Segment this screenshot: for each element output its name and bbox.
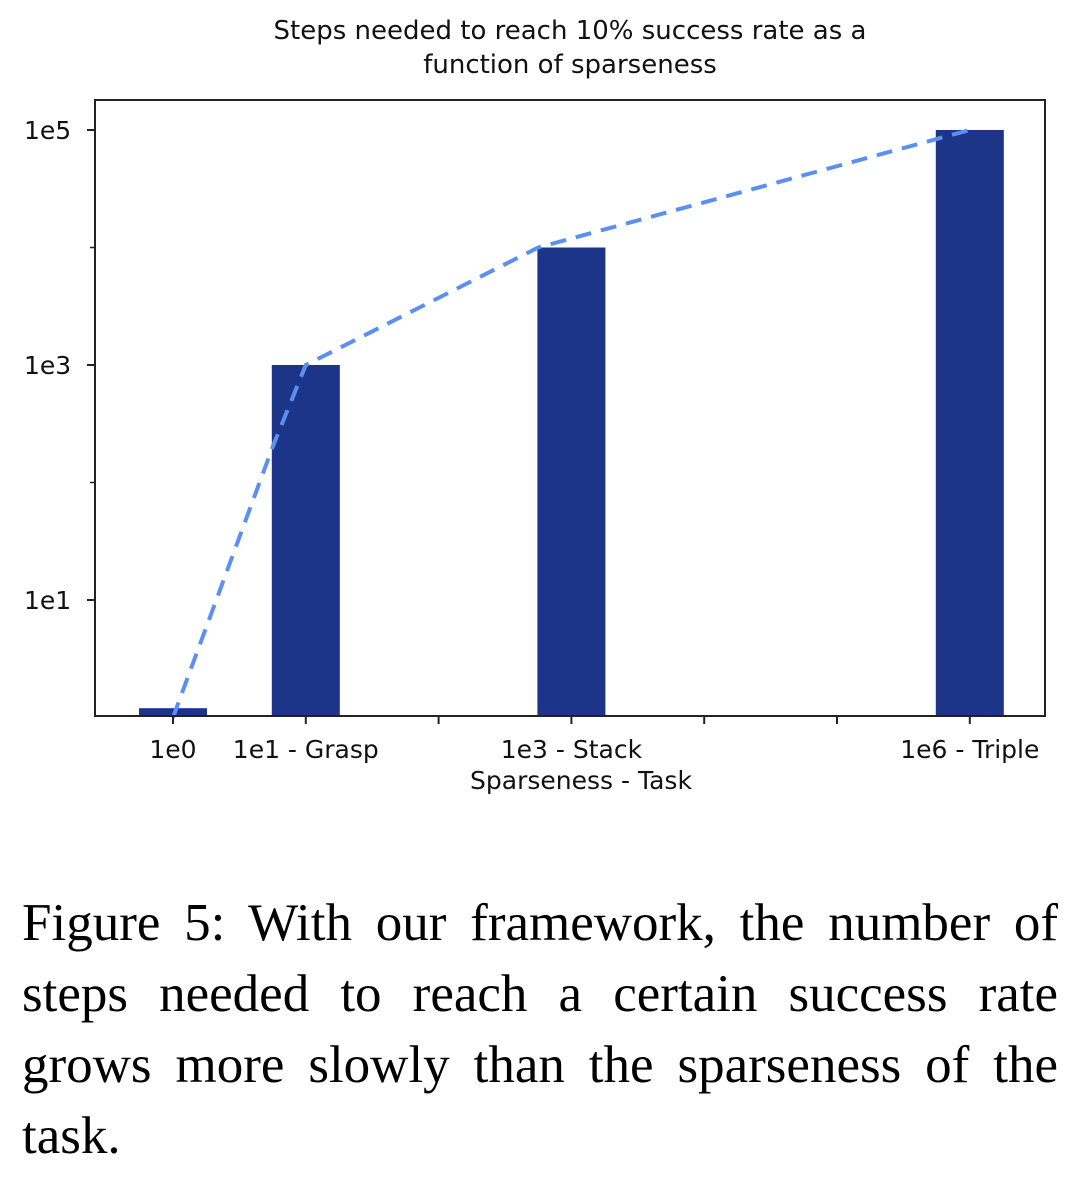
plot-frame [94, 99, 1046, 717]
x-axis: 1e0 1e1 - Grasp 1e3 - Stack 1e6 - Triple [149, 716, 1039, 764]
x-tick-label-3: 1e6 - Triple [900, 735, 1039, 764]
figure-caption: Figure 5: With our framework, the number… [22, 894, 1058, 1165]
x-tick-label-2: 1e3 - Stack [501, 735, 643, 764]
chart-title-line-1: Steps needed to reach 10% success rate a… [273, 16, 867, 46]
x-axis-label: Sparseness - Task [470, 766, 692, 795]
x-tick-label-1: 1e1 - Grasp [233, 735, 379, 764]
bar-1 [271, 365, 340, 716]
y-tick-label-1: 1e3 [24, 351, 71, 380]
y-axis: 1e1 1e3 1e5 [24, 116, 95, 615]
chart-figure: Steps needed to reach 10% success rate a… [24, 16, 1046, 795]
trend-layer [171, 128, 971, 719]
bars-layer [139, 130, 1004, 716]
y-tick-label-0: 1e1 [24, 586, 71, 615]
bar-3 [935, 130, 1004, 716]
x-tick-label-0: 1e0 [149, 735, 196, 764]
trend-line [171, 128, 971, 719]
chart-title-line-2: function of sparseness [423, 50, 717, 80]
chart-svg: 1e1 1e3 1e5 1e0 1e1 - Grasp 1e3 - Stack 1e6 -… [24, 99, 1046, 795]
bar-2 [537, 247, 606, 716]
y-tick-label-2: 1e5 [24, 116, 71, 145]
